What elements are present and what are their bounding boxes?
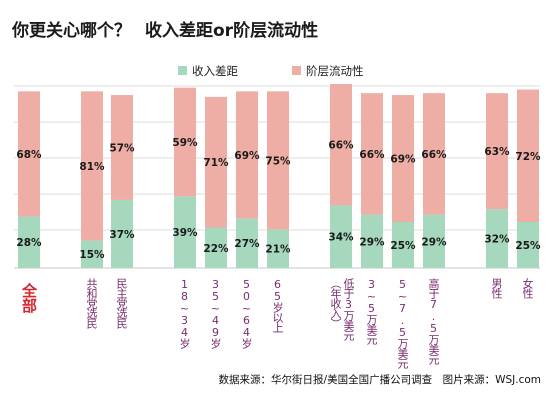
title-sub: 收入差距or阶层流动性 [145, 21, 319, 41]
x-tick-label: 低于3万美元 [342, 278, 355, 340]
x-tick-label: 35~49岁 [209, 278, 222, 348]
bar-mobility [174, 87, 196, 197]
value-label-mobility: 71% [203, 157, 229, 169]
bar-mobility [392, 95, 414, 222]
bar-income-gap [205, 227, 227, 268]
chart-title: 你更关心哪个？ 收入差距or阶层流动性 [12, 16, 318, 41]
legend-label-income-gap: 收入差距 [192, 64, 238, 78]
x-tick-label: 50~64岁 [240, 278, 253, 348]
value-label-income-gap: 32% [484, 234, 510, 246]
x-tick-label: 高于7.5万美元 [427, 278, 440, 364]
value-label-mobility: 75% [265, 155, 291, 167]
value-label-income-gap: 29% [421, 236, 447, 248]
value-label-mobility: 66% [328, 140, 354, 152]
bar-mobility [81, 91, 103, 241]
value-label-mobility: 59% [172, 137, 198, 149]
x-tick-label: 全部 [20, 283, 38, 313]
source-note: 数据来源：华尔街日报/美国全国广播公司调查 图片来源：WSJ.com [218, 374, 541, 386]
value-label-income-gap: 37% [109, 229, 135, 241]
legend-swatch-income-gap [178, 66, 187, 75]
value-label-income-gap: 34% [328, 232, 354, 244]
title-main: 你更关心哪个？ [12, 21, 131, 41]
value-label-income-gap: 39% [172, 227, 198, 239]
x-tick-label: 5~7.5万美元 [396, 278, 409, 368]
bar-income-gap [330, 205, 352, 268]
bar-income-gap [111, 199, 133, 268]
x-tick-label: 民主党选民 [115, 278, 128, 328]
x-tick-label: 65岁以上 [271, 278, 284, 332]
bar-income-gap [486, 209, 508, 268]
value-label-mobility: 66% [359, 149, 385, 161]
bar-income-gap [81, 240, 103, 268]
legend-swatch-mobility [292, 66, 301, 75]
x-tick-label: 共和党选民 [85, 278, 98, 328]
bar-income-gap [236, 218, 258, 268]
bar-mobility [111, 95, 133, 200]
bar-mobility [361, 93, 383, 215]
value-label-income-gap: 25% [390, 240, 416, 252]
value-label-mobility: 81% [79, 161, 105, 173]
value-label-income-gap: 25% [515, 240, 541, 252]
bar-income-gap [361, 214, 383, 268]
bar-mobility [236, 91, 258, 219]
value-label-mobility: 69% [390, 154, 416, 166]
bar-mobility [330, 84, 352, 206]
value-label-mobility: 69% [234, 150, 260, 162]
bar-income-gap [392, 222, 414, 268]
bar-income-gap [423, 214, 445, 268]
bar-income-gap [174, 196, 196, 268]
value-label-mobility: 57% [109, 142, 135, 154]
bar-mobility [423, 93, 445, 215]
bar-income-gap [267, 229, 289, 268]
value-label-income-gap: 28% [16, 237, 42, 249]
value-label-income-gap: 15% [79, 249, 105, 261]
bars [18, 84, 539, 268]
value-label-income-gap: 22% [203, 243, 229, 255]
legend: 收入差距 阶层流动性 [178, 64, 364, 78]
bar-income-gap [517, 222, 539, 268]
bar-mobility [517, 89, 539, 223]
bar-mobility [267, 91, 289, 230]
x-tick-label: 男性 [490, 278, 503, 298]
legend-label-mobility: 阶层流动性 [306, 64, 364, 78]
x-tick-label: 3~5万美元 [365, 278, 378, 344]
bar-mobility [486, 93, 508, 210]
value-label-mobility: 63% [484, 146, 510, 158]
value-label-mobility: 72% [515, 151, 541, 163]
bar-mobility [205, 96, 227, 228]
bar-income-gap [18, 216, 40, 268]
value-label-mobility: 66% [421, 149, 447, 161]
bar-value-labels: 28% 68% 15% 81% 37% 57% 39% 59% 22% 71% 27% 69% 21% 7… [16, 137, 541, 261]
bar-mobility [18, 91, 40, 217]
value-label-income-gap: 27% [234, 238, 260, 250]
x-tick-label: （年收入） [329, 278, 342, 328]
x-tick-label: 女性 [521, 278, 534, 298]
value-label-income-gap: 21% [265, 244, 291, 256]
x-tick-label: 18~34岁 [178, 278, 191, 348]
value-label-mobility: 68% [16, 149, 42, 161]
value-label-income-gap: 29% [359, 236, 385, 248]
